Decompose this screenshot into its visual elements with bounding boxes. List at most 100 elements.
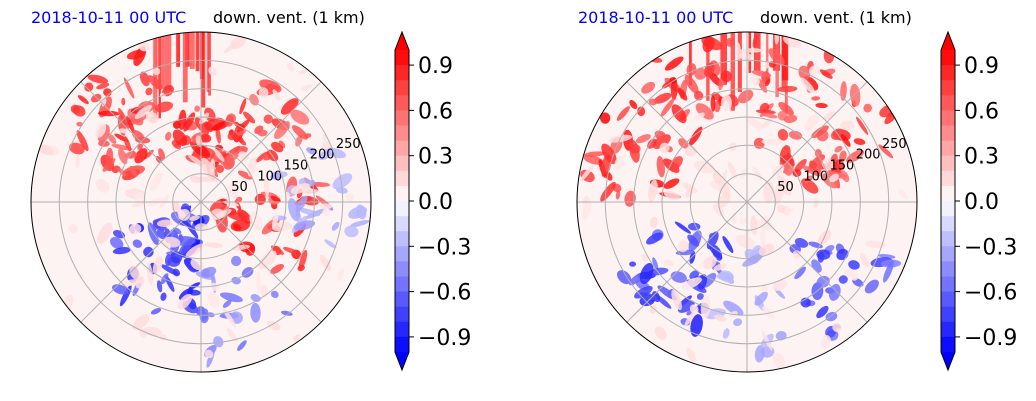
- panel-1-contour-blob: [283, 247, 298, 254]
- panel-1-colorbar-tick-label: 0.6: [418, 99, 453, 124]
- panel-2-contour-blob: [614, 155, 624, 170]
- panel-2-contour-blob: [720, 70, 732, 83]
- panel-2-contour-blob: [668, 156, 683, 172]
- panel-1-contour-blob: [146, 262, 154, 286]
- panel-1-contour-blob: [319, 254, 332, 271]
- panel-1-colorbar-tick-label: −0.9: [418, 326, 471, 351]
- panel-2-contour-blob: [629, 139, 640, 163]
- panel-1-contour-blob: [165, 131, 172, 141]
- panel-2-contour-blob: [808, 65, 820, 76]
- panel-2-contour-blob: [764, 61, 770, 69]
- panel-1-colorbar-segment: [395, 170, 409, 187]
- panel-1-contour-blob: [178, 288, 194, 301]
- panel-1-contour-blob: [118, 107, 130, 129]
- panel-2-contour-blob: [725, 37, 735, 47]
- panel-2-contour-blob: [828, 283, 841, 301]
- panel-2-contour-blob: [720, 169, 728, 185]
- panel-1-contour-blob: [147, 75, 163, 90]
- panel-1-contour-blob: [290, 109, 310, 125]
- panel-2-contour-blob: [735, 234, 756, 249]
- panel-1-colorbar-segment: [395, 65, 409, 81]
- panel-1-contour-blob: [156, 228, 167, 240]
- panel-2-contour-blob: [641, 254, 648, 262]
- panel-1-contour-blob: [189, 215, 200, 221]
- panel-1-contour-blob: [118, 148, 128, 165]
- panel-2-contour-blob: [751, 70, 772, 78]
- panel-2-contour-blob: [635, 134, 651, 144]
- panel-2-contour-blob: [599, 112, 611, 124]
- panel-2-contour-blob: [687, 234, 700, 247]
- panel-2-contour-blob: [805, 113, 819, 131]
- panel-2-colorbar-tick-label: −0.9: [964, 326, 1017, 351]
- panel-1-contour-blob: [139, 71, 150, 87]
- panel-2-contour-blob: [656, 155, 665, 178]
- panel-2-radial-tick-label: 100: [803, 169, 828, 184]
- panel-2-contour-blob: [671, 289, 682, 311]
- panel-2-contour-blob: [775, 330, 787, 341]
- panel-1-contour-blob: [132, 239, 143, 248]
- panel-1-polar-frame: [30, 31, 372, 373]
- panel-1-colorbar-tick-label: 0.3: [418, 145, 453, 170]
- panel-1-contour-blob: [204, 349, 214, 359]
- panel-2-colorbar-tick-label: 0.9: [964, 54, 999, 79]
- panel-2-contour-blob: [794, 237, 809, 248]
- panel-1-contour-blob: [258, 87, 269, 98]
- panel-1-colorbar-segment: [395, 336, 409, 353]
- panel-2-colorbar-segment: [941, 231, 955, 247]
- panel-1-contour-blob: [188, 282, 201, 290]
- panel-2-contour-blob: [653, 92, 672, 104]
- panel-1-colorbar-segment: [395, 155, 409, 172]
- panel-1-contour-blob: [318, 150, 331, 161]
- panel-2-contour-blob: [582, 198, 592, 220]
- panel-2-contour-blob: [811, 125, 829, 139]
- panel-2-contour-blob: [649, 216, 658, 228]
- panel-1-contour-blob: [204, 242, 224, 248]
- panel-2-contour-blob: [820, 335, 831, 349]
- panel-2-contour-blob: [856, 116, 869, 135]
- panel-1-contour-blob: [211, 120, 230, 131]
- panel-1-contour-blob: [178, 208, 191, 221]
- panel-1-colorbar-segment: [395, 231, 409, 247]
- panel-1-contour-blob: [238, 139, 247, 146]
- panel-1-angular-grid-line: [80, 81, 202, 203]
- panel-1-contour-blob: [201, 266, 217, 278]
- panel-2-contour-blob: [722, 328, 730, 339]
- panel-2-colorbar-segment: [941, 291, 955, 308]
- panel-1-colorbar-segment: [395, 276, 409, 292]
- panel-2-streak: [730, 32, 735, 111]
- panel-2-colorbar-segment: [941, 140, 955, 157]
- panel-1-contour-blob: [215, 126, 221, 144]
- panel-1-contour-blob: [237, 119, 250, 133]
- panel-1-streak: [195, 32, 200, 72]
- panel-1-contour-blob: [150, 172, 162, 191]
- panel-1-contour-blob: [164, 254, 172, 267]
- panel-2-streak: [766, 32, 769, 80]
- panel-1-contour-blob: [129, 165, 138, 177]
- panel-2-contour-blob: [617, 270, 632, 285]
- panel-2-contour-blob: [758, 243, 775, 256]
- panel-2-contour-blob: [654, 326, 667, 340]
- panel-1-colorbar-segment: [395, 201, 409, 217]
- panel-2-contour-blob: [898, 188, 908, 200]
- panel-1-contour-blob: [156, 219, 173, 228]
- panel-2-contour-blob: [684, 74, 699, 94]
- panel-2-contour-blob: [694, 67, 707, 80]
- panel-1-contour-blob: [297, 207, 320, 217]
- panel-1-radial-tick-label: 100: [257, 169, 282, 184]
- panel-1-streak: [190, 32, 195, 69]
- panel-2-contour-blob: [689, 304, 699, 315]
- panel-1-contour-blob: [213, 336, 224, 348]
- panel-1-contour-blob: [306, 147, 317, 155]
- panel-2-contour-blob: [681, 277, 702, 290]
- panel-2-contour-blob: [850, 272, 859, 281]
- panel-1-colorbar-tick-label: −0.3: [418, 235, 471, 260]
- panel-2-contour-blob: [840, 120, 856, 130]
- panel-1-contour-blob: [324, 239, 337, 249]
- panel-1-contour-blob: [210, 282, 220, 292]
- panel-1-contour-blob: [117, 167, 127, 177]
- panel-2-contour-blob: [703, 255, 717, 270]
- panel-2-contour-blob: [761, 285, 768, 293]
- panel-1-colorbar-segment: [395, 261, 409, 277]
- panel-1-colorbar-segment: [395, 80, 409, 96]
